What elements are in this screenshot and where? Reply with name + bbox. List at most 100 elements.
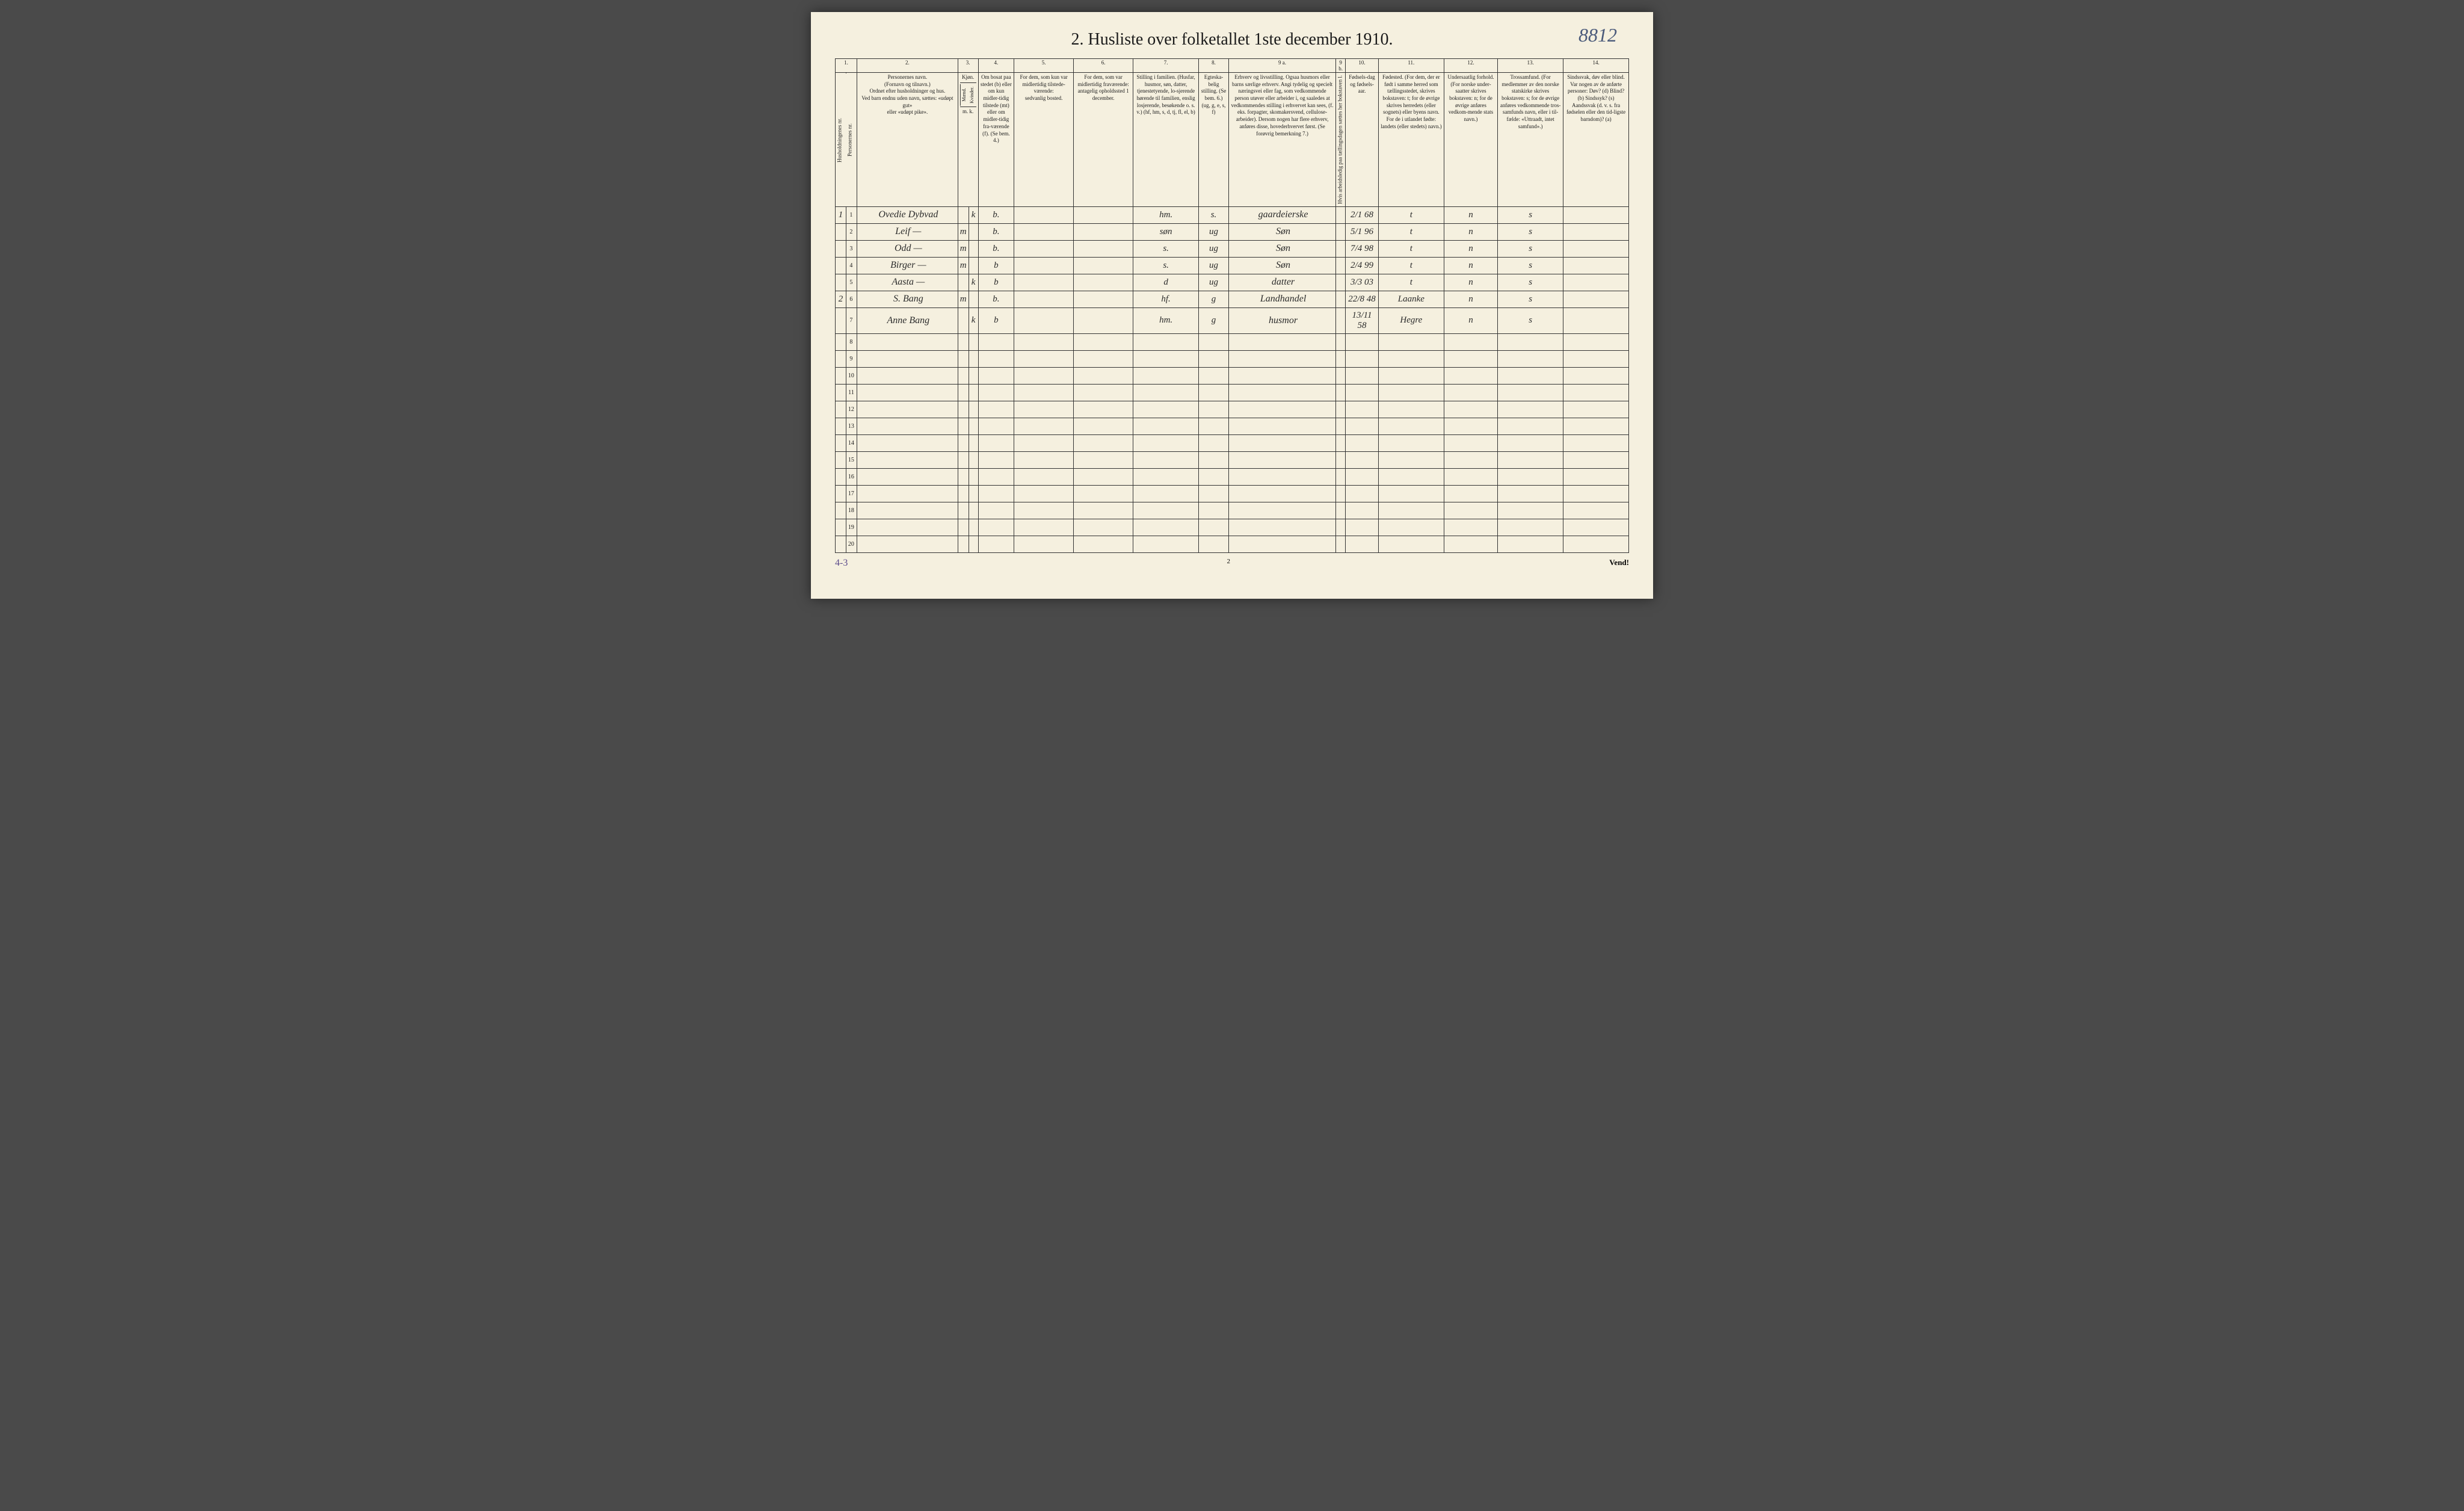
cell-empty bbox=[969, 367, 978, 384]
cell-household bbox=[836, 418, 846, 434]
cell-empty bbox=[1199, 418, 1229, 434]
cell-household bbox=[836, 485, 846, 502]
cell-empty bbox=[978, 468, 1014, 485]
cell-empty bbox=[1346, 485, 1379, 502]
cell-person-nr: 14 bbox=[846, 434, 857, 451]
cell-empty bbox=[1444, 485, 1497, 502]
cell-person-nr: 2 bbox=[846, 223, 857, 240]
cell-disability bbox=[1563, 291, 1629, 307]
cell-empty bbox=[1563, 333, 1629, 350]
cell-dob: 22/8 48 bbox=[1346, 291, 1379, 307]
header-residence: Om bosat paa stedet (b) eller om kun mid… bbox=[978, 73, 1014, 207]
cell-marital: ug bbox=[1199, 257, 1229, 274]
cell-family: søn bbox=[1133, 223, 1199, 240]
table-row: 3 Odd — m b. s. ug Søn 7/4 98 t n s bbox=[836, 240, 1629, 257]
cell-birthplace: t bbox=[1378, 223, 1444, 240]
cell-empty bbox=[1346, 434, 1379, 451]
cell-empty bbox=[969, 451, 978, 468]
cell-religion: s bbox=[1498, 223, 1563, 240]
cell-empty bbox=[1336, 536, 1346, 552]
cell-empty bbox=[1336, 401, 1346, 418]
cell-empty bbox=[1563, 384, 1629, 401]
cell-empty bbox=[1346, 333, 1379, 350]
cell-person-nr: 10 bbox=[846, 367, 857, 384]
cell-empty bbox=[1014, 333, 1074, 350]
cell-household bbox=[836, 223, 846, 240]
cell-empty bbox=[1336, 434, 1346, 451]
cell-sex-m: m bbox=[958, 257, 969, 274]
cell-empty bbox=[958, 418, 969, 434]
cell-empty bbox=[1444, 519, 1497, 536]
cell-empty bbox=[969, 333, 978, 350]
cell-empty bbox=[978, 333, 1014, 350]
cell-dob: 2/4 99 bbox=[1346, 257, 1379, 274]
cell-empty bbox=[958, 468, 969, 485]
cell-empty bbox=[1444, 418, 1497, 434]
cell-empty bbox=[1199, 536, 1229, 552]
cell-religion: s bbox=[1498, 274, 1563, 291]
cell-empty bbox=[1336, 367, 1346, 384]
cell-empty bbox=[1378, 451, 1444, 468]
colnum-2: 2. bbox=[857, 59, 958, 73]
cell-empty bbox=[978, 536, 1014, 552]
cell-marital: s. bbox=[1199, 206, 1229, 223]
cell-temp-present bbox=[1014, 274, 1074, 291]
cell-marital: ug bbox=[1199, 223, 1229, 240]
cell-sex-k: k bbox=[969, 307, 978, 333]
cell-sex-k: k bbox=[969, 206, 978, 223]
cell-dob: 2/1 68 bbox=[1346, 206, 1379, 223]
cell-empty bbox=[1378, 367, 1444, 384]
cell-empty bbox=[1074, 367, 1133, 384]
cell-empty bbox=[1498, 401, 1563, 418]
table-row-empty: 9 bbox=[836, 350, 1629, 367]
cell-empty bbox=[1199, 350, 1229, 367]
table-row: 2 6 S. Bang m b. hf. g Landhandel 22/8 4… bbox=[836, 291, 1629, 307]
header-sex-bottom: m. k. bbox=[960, 107, 976, 116]
cell-family: d bbox=[1133, 274, 1199, 291]
cell-residence: b. bbox=[978, 240, 1014, 257]
cell-empty bbox=[958, 536, 969, 552]
cell-empty bbox=[1563, 350, 1629, 367]
census-page: 8812 2. Husliste over folketallet 1ste d… bbox=[811, 12, 1653, 599]
cell-sex-k: k bbox=[969, 274, 978, 291]
cell-empty bbox=[1133, 536, 1199, 552]
cell-nationality: n bbox=[1444, 240, 1497, 257]
cell-person-nr: 1 bbox=[846, 206, 857, 223]
cell-empty bbox=[1228, 434, 1335, 451]
cell-empty bbox=[1228, 333, 1335, 350]
table-row-empty: 18 bbox=[836, 502, 1629, 519]
header-temp-absent: For dem, som var midlertidig fraværende:… bbox=[1074, 73, 1133, 207]
cell-marital: g bbox=[1199, 291, 1229, 307]
cell-empty bbox=[958, 350, 969, 367]
cell-empty bbox=[969, 519, 978, 536]
cell-empty bbox=[1336, 519, 1346, 536]
cell-empty bbox=[969, 418, 978, 434]
header-sex: Kjøn. Mænd. Kvinder. m. k. bbox=[958, 73, 978, 207]
cell-empty bbox=[1346, 502, 1379, 519]
cell-empty bbox=[1563, 468, 1629, 485]
table-row: 7 Anne Bang k b hm. g husmor 13/11 58 He… bbox=[836, 307, 1629, 333]
cell-empty bbox=[1228, 350, 1335, 367]
header-unemployed: Hvis arbeidsledig paa tællingsdagen sætt… bbox=[1336, 73, 1346, 207]
cell-empty bbox=[1228, 468, 1335, 485]
header-family-position: Stilling i familien. (Husfar, husmor, sø… bbox=[1133, 73, 1199, 207]
cell-sex-k bbox=[969, 240, 978, 257]
cell-unemployed bbox=[1336, 223, 1346, 240]
cell-empty bbox=[969, 401, 978, 418]
cell-empty bbox=[969, 468, 978, 485]
cell-empty bbox=[1133, 367, 1199, 384]
cell-empty bbox=[857, 350, 958, 367]
cell-empty bbox=[958, 451, 969, 468]
cell-nationality: n bbox=[1444, 223, 1497, 240]
cell-empty bbox=[1444, 536, 1497, 552]
cell-occupation: Landhandel bbox=[1228, 291, 1335, 307]
cell-empty bbox=[978, 401, 1014, 418]
table-row: 2 Leif — m b. søn ug Søn 5/1 96 t n s bbox=[836, 223, 1629, 240]
colnum-5: 5. bbox=[1014, 59, 1074, 73]
cell-sex-k bbox=[969, 257, 978, 274]
cell-empty bbox=[978, 418, 1014, 434]
cell-unemployed bbox=[1336, 307, 1346, 333]
header-occupation: Erhverv og livsstilling. Ogsaa husmors e… bbox=[1228, 73, 1335, 207]
cell-empty bbox=[1498, 502, 1563, 519]
cell-empty bbox=[1014, 434, 1074, 451]
